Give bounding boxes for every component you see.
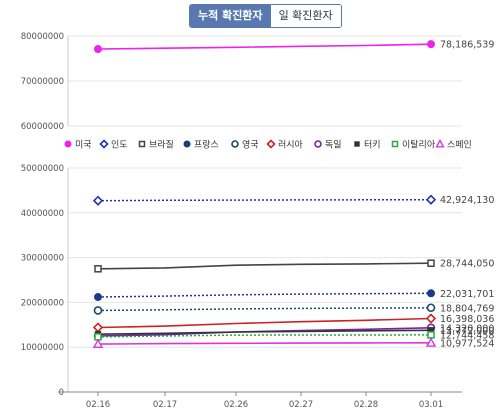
series-point xyxy=(94,293,102,302)
series-line xyxy=(97,341,432,345)
legend-label: 러시아 xyxy=(278,140,304,151)
series-point xyxy=(92,322,104,333)
series-point xyxy=(92,195,104,206)
legend-marker xyxy=(231,140,239,148)
series-line xyxy=(97,43,432,50)
data-label: 28,744,050 xyxy=(440,259,494,270)
series-point xyxy=(427,259,435,267)
series-line xyxy=(97,317,432,329)
legend-marker xyxy=(64,140,72,148)
legend-label: 미국 xyxy=(75,140,92,151)
series-point xyxy=(426,303,436,313)
y-tick-label-bottom: 20000000 xyxy=(21,298,64,308)
legend-marker xyxy=(99,139,109,149)
legend-marker xyxy=(183,140,191,148)
legend-marker xyxy=(138,140,146,148)
legend-label: 인도 xyxy=(111,140,128,151)
y-tick-label-bottom: 10000000 xyxy=(21,343,64,353)
y-tick-label-bottom: 50000000 xyxy=(21,164,64,174)
series-point xyxy=(94,265,102,273)
daily-toggle-button[interactable]: 일 확진환자 xyxy=(270,5,341,27)
y-tick-label-bottom: 0 xyxy=(59,388,64,398)
series-point xyxy=(427,331,435,339)
series-line xyxy=(97,292,432,298)
legend-marker xyxy=(354,141,360,147)
x-tick-label: 02.28 xyxy=(354,400,378,410)
legend-marker xyxy=(391,140,399,148)
series-line xyxy=(97,329,432,335)
x-tick-label: 02.26 xyxy=(224,400,248,410)
series-point xyxy=(94,45,102,54)
data-label: 10,977,524 xyxy=(440,338,494,349)
x-tick-label: 02.17 xyxy=(153,400,177,410)
x-tick-label: 02.16 xyxy=(86,400,110,410)
x-tick-label: 03.01 xyxy=(419,400,443,410)
legend-label: 영국 xyxy=(242,140,259,151)
legend-label: 스페인 xyxy=(447,140,472,151)
y-tick-label-top: 60000000 xyxy=(21,122,64,132)
series-point xyxy=(92,338,104,348)
legend-label: 독일 xyxy=(325,140,342,151)
series-point xyxy=(427,40,435,49)
legend-marker xyxy=(314,140,322,148)
legend-label: 이탈리아 xyxy=(402,140,436,151)
legend-label: 터키 xyxy=(364,140,381,151)
legend-marker xyxy=(266,139,276,149)
view-toggle: 누적 확진환자 일 확진환자 xyxy=(189,4,342,28)
data-label: 42,924,130 xyxy=(440,195,494,206)
series-point xyxy=(427,289,435,298)
series-line xyxy=(97,307,432,312)
data-label: 18,804,769 xyxy=(440,303,494,314)
legend-label: 브라질 xyxy=(149,139,174,151)
series-line xyxy=(97,262,432,270)
y-tick-label-top: 80000000 xyxy=(21,32,64,42)
series-line xyxy=(97,198,432,202)
y-tick-label-bottom: 40000000 xyxy=(21,209,64,219)
data-label: 14,320,000 xyxy=(440,323,494,334)
data-label: 13,772,000 xyxy=(440,326,494,337)
data-label: 12,744,458 xyxy=(440,330,494,341)
series-point xyxy=(425,337,437,347)
legend-marker xyxy=(435,139,445,148)
series-point xyxy=(425,313,437,324)
series-point xyxy=(425,194,437,205)
data-label: 78,186,539 xyxy=(440,40,494,51)
data-label: 22,031,701 xyxy=(440,289,494,300)
series-point xyxy=(93,306,103,315)
legend-label: 프랑스 xyxy=(194,139,219,151)
y-tick-label-top: 70000000 xyxy=(21,77,64,87)
data-label: 16,398,036 xyxy=(440,314,494,325)
x-tick-label: 02.27 xyxy=(289,400,313,410)
y-tick-label-bottom: 30000000 xyxy=(21,254,64,264)
cumulative-toggle-button[interactable]: 누적 확진환자 xyxy=(190,5,271,27)
series-point xyxy=(427,327,435,334)
